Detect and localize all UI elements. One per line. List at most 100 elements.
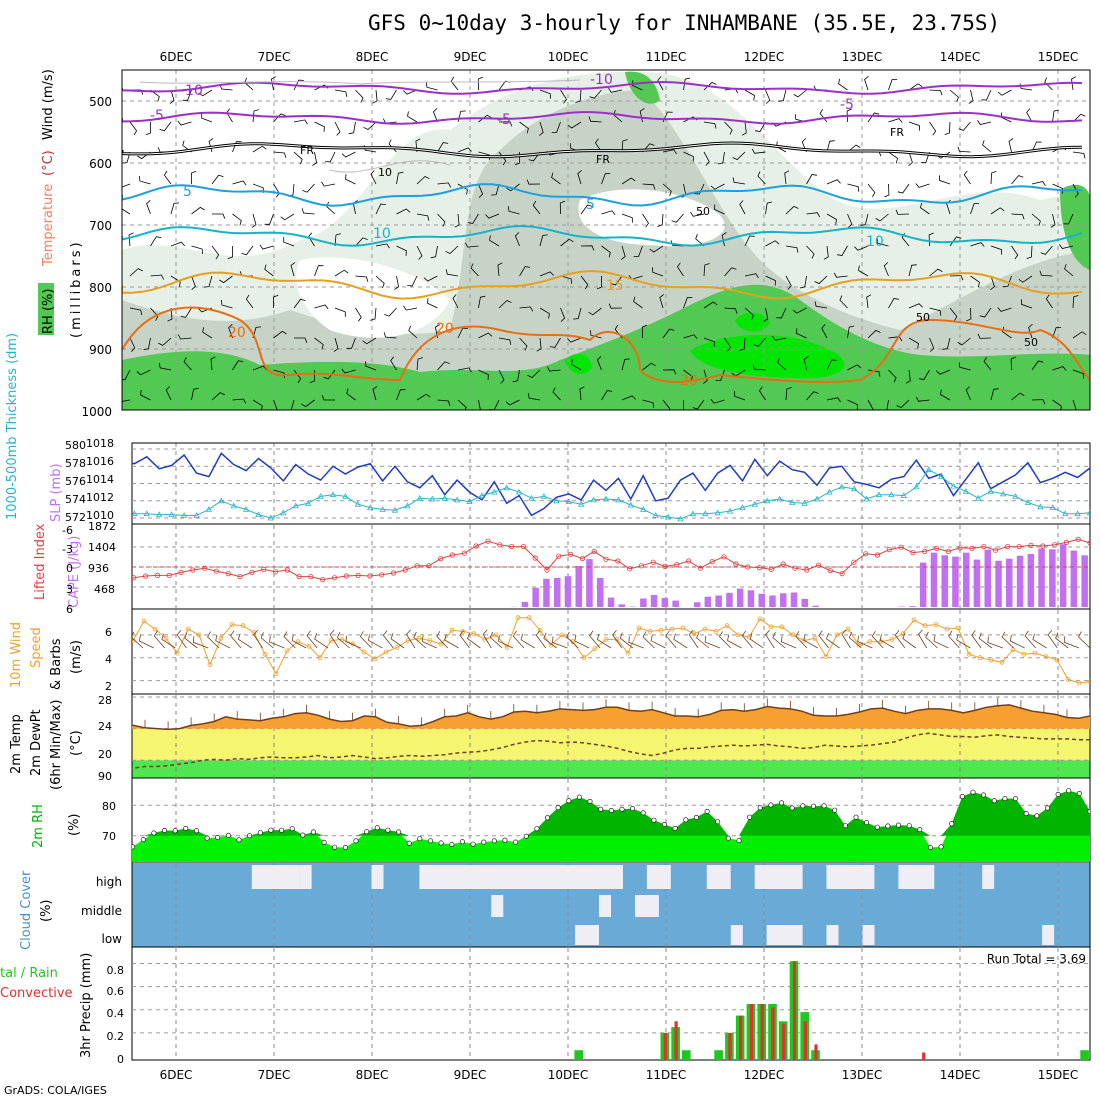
wind-barb: [942, 337, 951, 350]
contour-temp20: [122, 306, 1090, 384]
chart-title: GFS 0~10day 3-hourly for INHAMBANE (35.5…: [368, 11, 1000, 35]
wind-barb: [949, 275, 964, 281]
wind-barb: [334, 233, 341, 247]
wind-barb: [929, 307, 942, 316]
rh2m-point: [853, 814, 859, 820]
wind-barb: [633, 296, 643, 309]
wind-barb: [519, 121, 529, 134]
precip-panel-labels: tal / Rain Convective 3hr Precip (mm) 0.…: [0, 952, 1086, 1066]
thickness-point: [429, 495, 436, 502]
thickness-point: [205, 506, 213, 512]
rh2m-point: [374, 825, 380, 831]
wind-barb: [981, 89, 992, 101]
cape-panel-labels: Lifted Index CAPE (J/kg) -6 -3 0 3 6 187…: [33, 520, 116, 616]
wind-barb: [150, 236, 162, 247]
wind-barb: [454, 213, 460, 228]
wind-barb: [940, 389, 951, 401]
pressure-tick-1000: 1000: [81, 405, 112, 419]
thickness-point: [714, 509, 721, 516]
precip-ylabel: 3hr Precip (mm): [79, 953, 94, 1058]
wind-barb: [608, 87, 623, 93]
rh2m-point: [970, 789, 976, 795]
wind10-point: [273, 671, 279, 677]
thickness-point: [1086, 509, 1090, 516]
upper-panel: -10 -10 -5 -5 -5 FR FR FR 5 5 10 10 15 2…: [38, 69, 1091, 419]
li-point: [839, 570, 845, 577]
wind10-barb: [589, 630, 601, 649]
wind-barb: [1008, 138, 1014, 153]
cape-bar: [1070, 550, 1078, 607]
rh2m-point: [321, 839, 327, 845]
wind-barb: [888, 298, 899, 309]
rh2m-point: [1034, 813, 1040, 819]
wind-barb: [191, 387, 199, 401]
wind-barb: [202, 327, 213, 339]
wind-barb: [519, 337, 528, 351]
li-point: [863, 551, 869, 557]
li-point: [567, 551, 574, 558]
wind-barb: [140, 389, 151, 401]
cape-bar: [1038, 548, 1045, 607]
temp2m-unit-label: (°C): [69, 730, 84, 756]
wind-barb: [227, 246, 233, 260]
wind-barb: [866, 294, 872, 309]
li-point: [438, 555, 444, 562]
wind-barb: [365, 361, 377, 371]
wind-barb: [385, 89, 397, 100]
wind-barb: [1072, 399, 1077, 410]
wind-barb: [944, 121, 951, 135]
cape-bar: [693, 602, 701, 607]
rh2m-point: [310, 829, 316, 835]
wind-barb: [970, 242, 985, 247]
wind-barb: [355, 237, 368, 247]
label-minus5-b: -5: [497, 112, 511, 128]
thickness-point: [937, 473, 945, 479]
thickness-point: [540, 493, 548, 499]
li-point: [1075, 536, 1081, 543]
wind-barb: [362, 337, 377, 345]
wind-barb: [776, 307, 787, 319]
wind-barb: [372, 386, 378, 401]
precip-total-bar: [682, 1050, 691, 1060]
wind-barb: [806, 174, 817, 185]
wind-barb: [814, 275, 828, 285]
precip-convective-bar: [792, 961, 797, 1060]
contour-temp15: [122, 269, 1083, 300]
wind-barb: [355, 89, 364, 103]
thickness-point: [1012, 493, 1019, 499]
wind-barb: [580, 245, 595, 251]
li-point: [237, 573, 243, 580]
thickness-point: [602, 495, 610, 502]
thickness-point: [578, 500, 585, 507]
wind10-point: [823, 654, 829, 659]
wind-barb: [384, 307, 397, 317]
thickness-label: 1000-500mb Thickness (dm): [5, 333, 20, 520]
date-bottom-10DEC: 10DEC: [548, 1068, 588, 1082]
slp-tick-1014: 1014: [86, 473, 114, 486]
wind-barb: [314, 121, 325, 132]
thickness-point: [1049, 504, 1056, 510]
li-point: [827, 567, 833, 574]
wind10-barb: [1078, 631, 1090, 649]
wind-barb: [212, 213, 226, 219]
wind10-point: [988, 657, 994, 663]
wind-barb: [659, 294, 664, 309]
rh2m-point: [1002, 796, 1008, 802]
cape-tick-1872: 1872: [88, 520, 116, 533]
cape-bar: [909, 606, 916, 607]
wind-barb: [560, 89, 567, 104]
cloud-unit-label: (%): [39, 900, 54, 923]
wind-barb: [657, 76, 664, 91]
wind-barb: [559, 200, 566, 215]
wind-barb: [264, 264, 274, 277]
precip-convective-bar: [749, 1004, 754, 1060]
precip-tick-08: 0.8: [107, 964, 125, 977]
rh2m-point: [800, 803, 806, 809]
cloud-high-block: [982, 865, 995, 889]
wind-barb: [348, 121, 356, 135]
cape-bar: [726, 592, 733, 607]
thickness-point: [491, 488, 498, 495]
rh2m-point: [417, 836, 423, 842]
wind-barb: [732, 177, 746, 185]
wind-barb: [908, 121, 920, 131]
